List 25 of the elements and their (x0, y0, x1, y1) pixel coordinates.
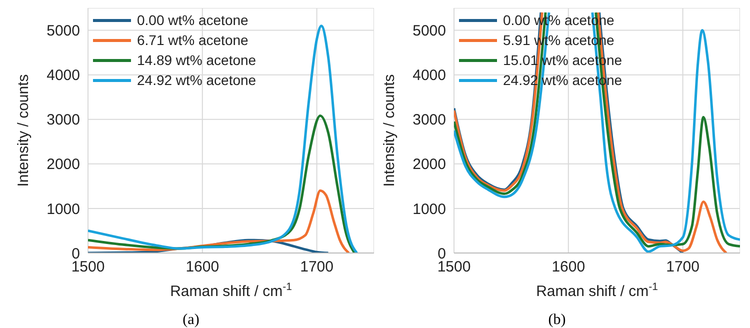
y-tick-label: 2000 (46, 156, 80, 174)
line-series (88, 24, 358, 253)
y-axis-title: Intensity / counts (15, 74, 32, 187)
y-tick-label: 3000 (46, 112, 80, 129)
x-axis-title: Raman shift / cm$^{-1}$ (536, 281, 658, 300)
y-axis-title: Intensity / counts (381, 74, 398, 187)
y-tick-label: 4000 (412, 67, 446, 84)
y-tick-label: 5000 (46, 22, 80, 40)
legend-label: 24.92 wt% acetone (137, 72, 256, 88)
y-tick-label: 1000 (412, 200, 446, 218)
x-tick-label: 1700 (300, 258, 334, 276)
y-tick-label: 3000 (412, 112, 446, 129)
legend-label: 6.71 wt% acetone (137, 32, 248, 48)
x-tick-label: 1700 (666, 258, 700, 276)
x-tick-label: 1600 (186, 258, 220, 276)
y-tick-label: 5000 (412, 22, 446, 40)
legend-label: 0.00 wt% acetone (137, 12, 248, 28)
y-tick-label: 1000 (46, 200, 80, 218)
text: (b) (547, 312, 567, 328)
legend-label: 14.89 wt% acetone (137, 52, 256, 68)
text: (a) (182, 312, 200, 328)
x-axis-title: Raman shift / cm$^{-1}$ (170, 281, 292, 300)
x-tick-label: 1600 (552, 258, 586, 276)
y-tick-label: 2000 (412, 156, 446, 174)
y-tick-label: 4000 (46, 67, 80, 84)
